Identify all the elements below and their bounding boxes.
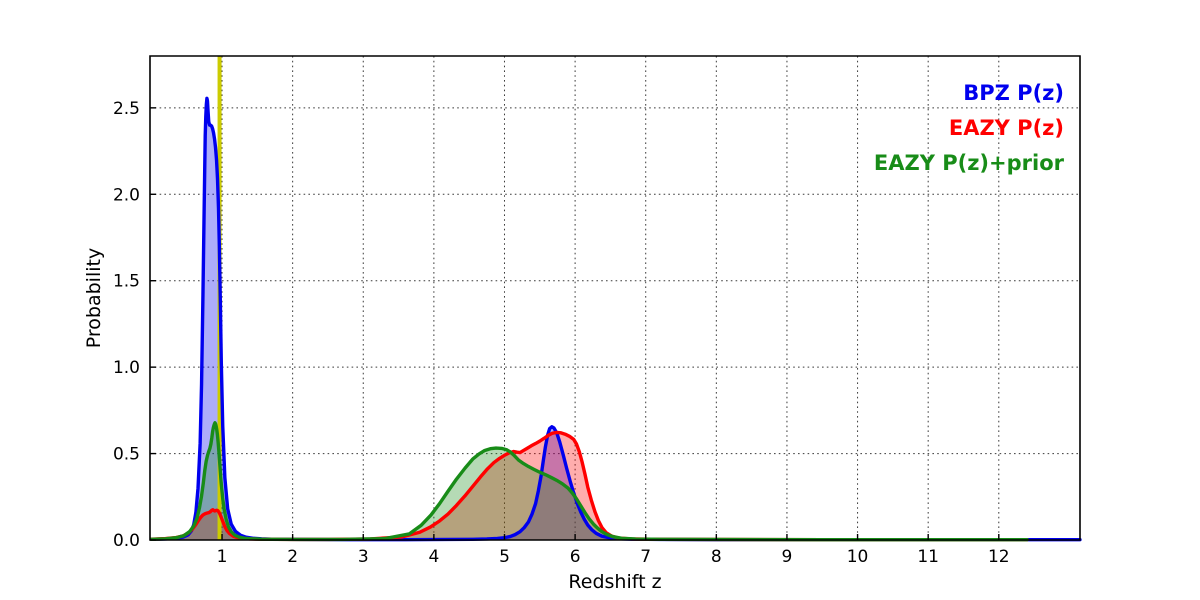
y-tick-label-1.5: 1.5 — [113, 272, 140, 292]
y-axis-title: Probability — [83, 248, 105, 348]
x-axis-title: Redshift z — [568, 571, 661, 593]
y-tick-label-2.0: 2.0 — [113, 185, 140, 205]
tick-layer: 1 2 3 4 5 6 7 8 9 10 11 120.00.51.01.52.02.5 — [113, 99, 1010, 567]
series-line-eazy-p-z — [149, 430, 1029, 542]
y-tick-label-0.5: 0.5 — [113, 445, 140, 465]
x-tick-label-5: 5 — [499, 547, 510, 567]
x-tick-label-1: 1 — [217, 547, 228, 567]
series-line-eazy-p-z-prior — [149, 421, 1029, 542]
x-tick-label-4: 4 — [428, 547, 439, 567]
x-tick-label-9: 9 — [782, 547, 793, 567]
y-tick-label-1.0: 1.0 — [113, 358, 140, 378]
grid-layer — [150, 56, 1080, 540]
x-tick-label-11: 11 — [917, 547, 939, 567]
x-tick-label-2: 2 — [287, 547, 298, 567]
x-tick-label-8: 8 — [711, 547, 722, 567]
legend-entry-eazy-p-z-prior: EAZY P(z)+prior — [874, 151, 1065, 175]
y-tick-label-0.0: 0.0 — [113, 531, 140, 551]
axis-titles: Redshift z Probability — [83, 248, 662, 593]
legend-entry-eazy-p-z: EAZY P(z) — [949, 116, 1064, 140]
axis-frame — [149, 55, 1081, 541]
plot-frame — [149, 55, 1081, 541]
legend: BPZ P(z) EAZY P(z) EAZY P(z)+prior — [874, 81, 1065, 175]
x-tick-label-12: 12 — [988, 547, 1010, 567]
x-tick-label-7: 7 — [640, 547, 651, 567]
series-fill-eazy-p-z-prior — [151, 422, 1028, 540]
x-tick-label-6: 6 — [570, 547, 581, 567]
y-tick-label-2.5: 2.5 — [113, 99, 140, 119]
legend-entry-bpz-p-z: BPZ P(z) — [963, 81, 1064, 105]
x-tick-label-10: 10 — [847, 547, 869, 567]
x-tick-label-3: 3 — [358, 547, 369, 567]
